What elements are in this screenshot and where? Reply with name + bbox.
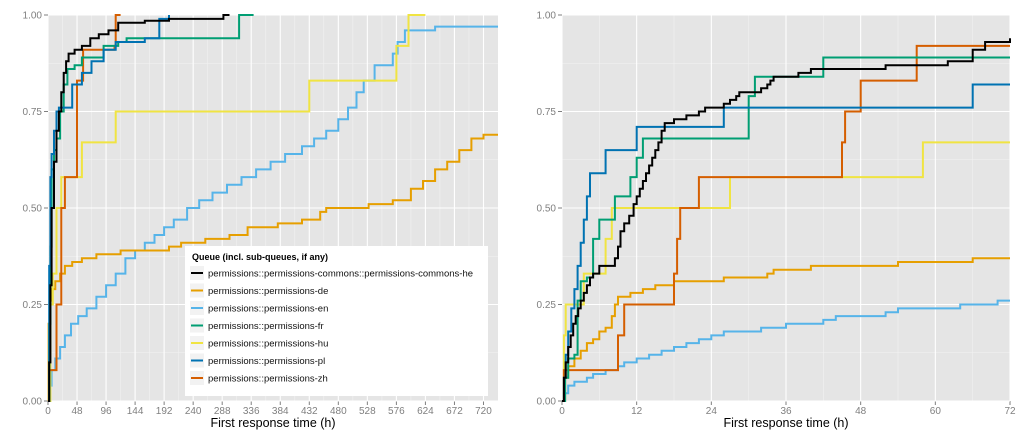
series-line-permissions-hu: [48, 14, 426, 402]
y-tick-label: 0.25: [537, 300, 557, 311]
series-line-permissions-de: [562, 257, 1010, 402]
y-tick-label: 0.25: [23, 300, 43, 311]
x-tick-label: 432: [301, 406, 318, 417]
x-tick-label: 384: [272, 406, 289, 417]
legend-item-label: permissions::permissions-en: [208, 304, 328, 315]
series-line-permissions-en: [48, 25, 498, 402]
series-line-permissions-commons-he: [48, 14, 230, 402]
y-tick-label: 0.00: [23, 397, 43, 408]
x-axis-title: First response time (h): [210, 416, 335, 430]
x-tick-label: 528: [359, 406, 376, 417]
x-tick-label: 576: [388, 406, 405, 417]
x-tick-label: 720: [475, 406, 492, 417]
legend-item-label: permissions::permissions-de: [208, 286, 328, 297]
x-tick-label: 60: [930, 406, 942, 417]
x-tick-label: 144: [127, 406, 144, 417]
x-tick-label: 672: [446, 406, 463, 417]
x-tick-label: 48: [855, 406, 867, 417]
y-tick-label: 0.75: [537, 107, 557, 118]
x-tick-label: 96: [101, 406, 113, 417]
x-tick-label: 72: [1004, 406, 1016, 417]
series-line-permissions-commons-he: [562, 38, 1011, 402]
x-tick-label: 288: [214, 406, 231, 417]
y-tick-label: 0.50: [23, 204, 43, 215]
series-group: [562, 38, 1011, 402]
legend-item-label: permissions::permissions-fr: [208, 321, 324, 332]
y-tick-label: 0.00: [537, 397, 557, 408]
x-tick-label: 48: [71, 406, 83, 417]
x-tick-label: 36: [780, 406, 792, 417]
series-group: [47, 14, 498, 402]
y-tick-label: 1.00: [537, 11, 557, 22]
x-tick-label: 0: [45, 406, 51, 417]
legend-item-label: permissions::permissions-hu: [208, 339, 328, 350]
x-tick-label: 24: [706, 406, 718, 417]
legend-box: [185, 246, 488, 396]
series-line-permissions-fr: [562, 56, 1010, 402]
x-tick-label: 336: [243, 406, 260, 417]
series-line-permissions-de: [47, 133, 498, 402]
x-tick-label: 480: [330, 406, 347, 417]
y-tick-label: 0.75: [23, 107, 43, 118]
x-tick-label: 240: [185, 406, 202, 417]
legend-item-label: permissions::permissions-zh: [208, 374, 328, 385]
series-line-permissions-zh: [562, 44, 1010, 402]
legend-title: Queue (incl. sub-queues, if any): [192, 252, 328, 262]
series-line-permissions-zh: [48, 14, 121, 402]
series-line-permissions-pl: [48, 15, 170, 402]
x-tick-label: 0: [559, 406, 565, 417]
x-tick-label: 624: [417, 406, 434, 417]
series-line-permissions-en: [562, 299, 1010, 402]
x-tick-label: 192: [156, 406, 173, 417]
y-tick-label: 1.00: [23, 11, 43, 22]
x-axis-title: First response time (h): [723, 416, 848, 430]
right-panel: 0 12 24 36 48 60 72 0.00 0.25 0.50 0.75 1.00 First r…: [537, 11, 1016, 431]
x-tick-label: 12: [631, 406, 643, 417]
legend-item-label: permissions::permissions-pl: [208, 356, 325, 367]
legend-item-label: permissions::permissions-commons::permis…: [208, 269, 473, 280]
legend: Queue (incl. sub-queues, if any) permiss…: [185, 246, 488, 396]
y-tick-label: 0.50: [537, 204, 557, 215]
